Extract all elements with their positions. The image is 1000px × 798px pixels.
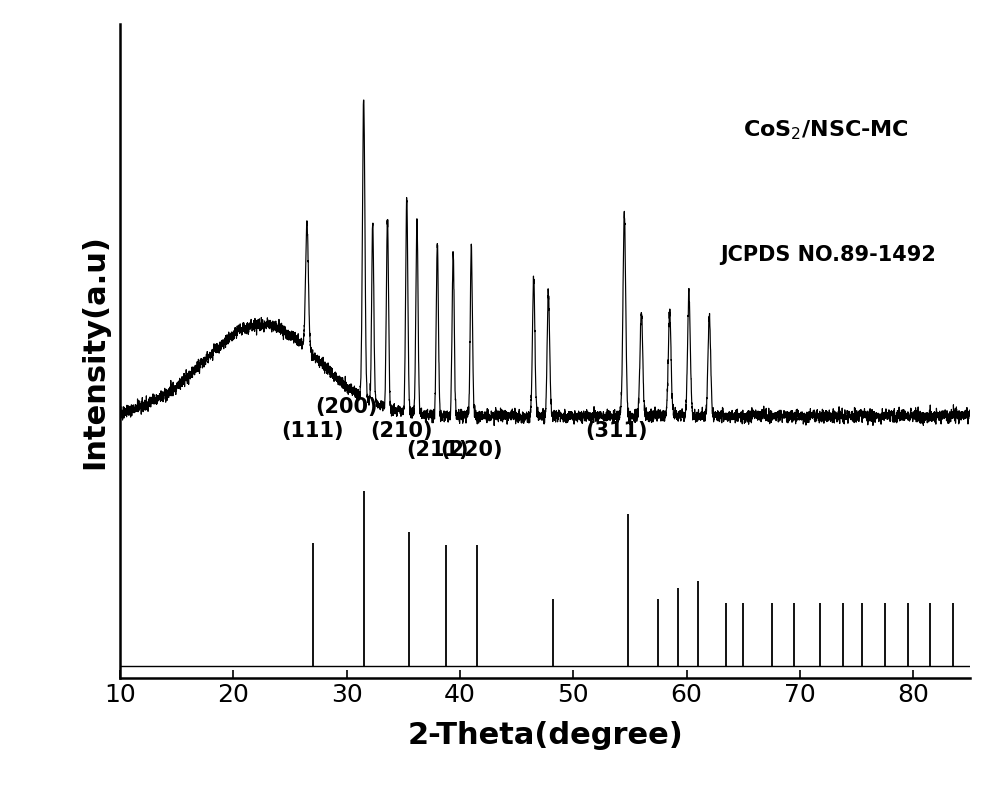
Text: (220): (220) <box>440 440 503 460</box>
Y-axis label: Intensity(a.u): Intensity(a.u) <box>80 234 109 468</box>
Text: CoS$_2$/NSC-MC: CoS$_2$/NSC-MC <box>743 118 909 142</box>
Text: (200): (200) <box>315 397 378 417</box>
Text: (311): (311) <box>585 421 648 441</box>
X-axis label: 2-Theta(degree): 2-Theta(degree) <box>407 721 683 750</box>
Text: (210): (210) <box>370 421 432 441</box>
Text: JCPDS NO.89-1492: JCPDS NO.89-1492 <box>721 244 937 264</box>
Text: (111): (111) <box>281 421 344 441</box>
Text: (211): (211) <box>406 440 469 460</box>
